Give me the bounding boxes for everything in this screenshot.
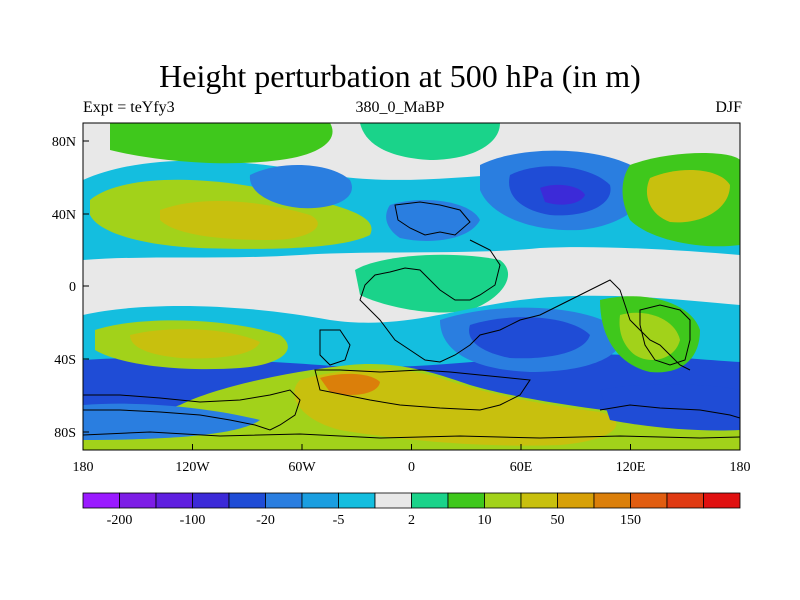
lat-tick-labels: 80N 40N 0 40S 80S (52, 135, 76, 441)
lon-label: 120E (616, 460, 646, 475)
colorbar-cell (82, 492, 120, 509)
lon-label: 60E (510, 460, 533, 475)
continent-outline (394, 201, 471, 236)
experiment-label: Expt = teYfy3 (83, 99, 175, 116)
lat-tick-marks (83, 140, 89, 433)
continent-outline (359, 239, 691, 371)
colorbar-labels: -200 -100 -20 -5 2 10 50 150 (107, 513, 641, 528)
colorbar-cell (557, 492, 595, 509)
lat-label: 80N (52, 135, 76, 150)
colorbar-label: 10 (478, 513, 492, 528)
contour-low-core (540, 184, 585, 205)
lat-label: 80S (54, 426, 76, 441)
colorbar-label: -5 (333, 513, 345, 528)
contour-blob-yellow-east (646, 169, 730, 223)
colorbar-cell (192, 492, 230, 509)
lon-label: 0 (408, 460, 415, 475)
continent-outline (599, 404, 740, 419)
lon-tick-labels: 180 120W 60W 0 60E 120E 180 (73, 460, 751, 475)
period-label: 380_0_MaBP (355, 99, 445, 116)
colorbar-cell (301, 492, 339, 509)
contour-tropical-teal (355, 254, 509, 313)
colorbar-cell (703, 492, 741, 509)
continent-outline (83, 389, 301, 431)
colorbar-cell (228, 492, 266, 509)
colorbar-cell (119, 492, 157, 509)
colorbar-cell (265, 492, 303, 509)
contour-low-blue-1 (249, 164, 352, 209)
lat-label: 40N (52, 208, 76, 223)
colorbar-cell (411, 492, 449, 509)
colorbar (82, 492, 741, 509)
colorbar-cell (484, 492, 522, 509)
lat-label: 0 (69, 280, 76, 295)
colorbar-label: -20 (256, 513, 275, 528)
colorbar-cell (338, 492, 376, 509)
contour-blob-green (110, 123, 333, 164)
contour-field (83, 123, 740, 450)
lon-label: 180 (73, 460, 94, 475)
continent-outline (319, 329, 351, 366)
contour-southern-orange (320, 373, 380, 395)
colorbar-label: 2 (408, 513, 415, 528)
lon-tick-marks (82, 444, 741, 450)
season-label: DJF (715, 99, 742, 116)
lat-label: 40S (54, 353, 76, 368)
map-title: Height perturbation at 500 hPa (in m) (159, 58, 641, 94)
contour-sh-low-core (469, 317, 590, 359)
lon-label: 60W (288, 460, 316, 475)
continent-outline (314, 369, 531, 411)
colorbar-cell (155, 492, 193, 509)
contour-polar-blue-east (600, 384, 740, 431)
contour-blob-teal (360, 123, 500, 160)
colorbar-label: 150 (620, 513, 641, 528)
contour-low-blue-4 (386, 200, 480, 241)
colorbar-cell (593, 492, 631, 509)
colorbar-cell (374, 492, 412, 509)
colorbar-label: -200 (107, 513, 133, 528)
colorbar-cell (520, 492, 558, 509)
continent-outline (639, 304, 691, 366)
lon-label: 120W (175, 460, 210, 475)
continent-outlines (83, 201, 740, 439)
colorbar-label: 50 (551, 513, 565, 528)
continent-outline (83, 431, 740, 439)
colorbar-cell (630, 492, 668, 509)
contour-sh-yellow (130, 329, 260, 359)
contour-blob-yellow (160, 200, 318, 240)
colorbar-cell (447, 492, 485, 509)
colorbar-label: -100 (180, 513, 206, 528)
lon-label: 180 (730, 460, 751, 475)
colorbar-cell (666, 492, 704, 509)
contour-polar-blue (83, 403, 260, 440)
